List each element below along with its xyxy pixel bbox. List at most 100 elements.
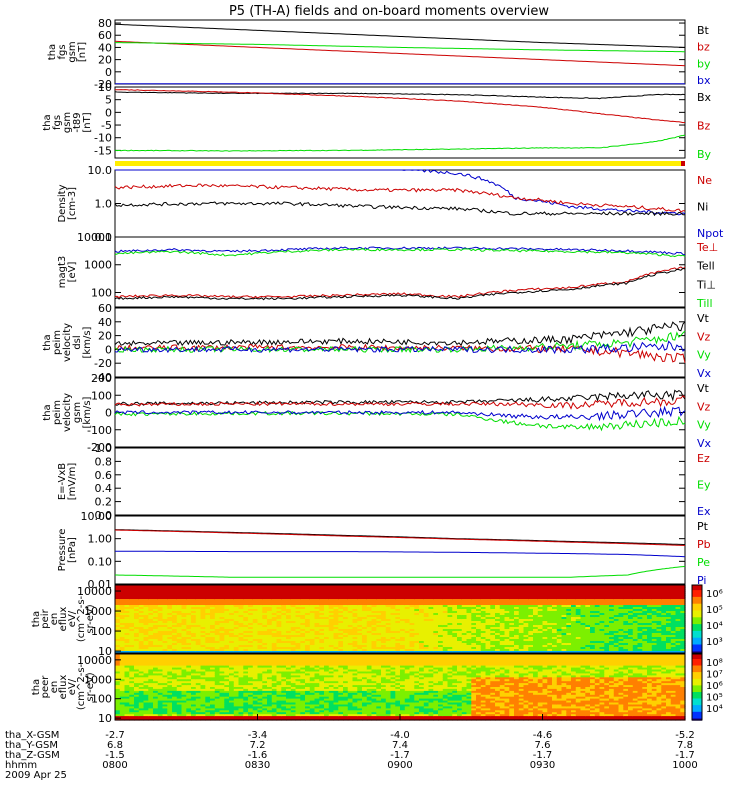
- spectrogram-cell: [115, 651, 121, 654]
- spectrogram-cell: [466, 603, 472, 606]
- spectrogram-cell: [618, 643, 624, 646]
- spectrogram-cell: [176, 651, 183, 654]
- spectrogram-cell: [357, 633, 363, 636]
- spectrogram-cell: [400, 619, 406, 622]
- spectrogram-cell: [124, 585, 130, 588]
- spectrogram-cell: [580, 647, 586, 650]
- spectrogram-cell: [371, 623, 377, 626]
- spectrogram-cell: [518, 627, 525, 630]
- figure-title: P5 (TH-A) fields and on-board moments ov…: [229, 4, 549, 19]
- spectrogram-cell: [390, 605, 396, 608]
- spectrogram-cell: [347, 609, 354, 612]
- spectrogram-cell: [262, 651, 268, 654]
- spectrogram-cell: [504, 609, 510, 612]
- y-tick-label: 1.0: [95, 442, 113, 455]
- spectrogram-cell: [324, 615, 330, 618]
- spectrogram-cell: [438, 625, 444, 628]
- spectrogram-cell: [542, 611, 548, 614]
- spectrogram-cell: [381, 601, 387, 604]
- spectrogram-cell: [571, 649, 577, 652]
- spectrogram-cell: [495, 651, 501, 654]
- spectrogram-cell: [381, 621, 387, 624]
- spectrogram-cell: [590, 625, 596, 628]
- spectrogram-cell: [585, 591, 591, 594]
- spectrogram-cell: [528, 651, 534, 654]
- spectrogram-cell: [314, 639, 320, 642]
- spectrogram-cell: [599, 591, 605, 594]
- spectrogram-cell: [134, 635, 140, 638]
- spectrogram-cell: [172, 617, 178, 620]
- spectrogram-cell: [214, 641, 221, 644]
- spectrogram-cell: [195, 601, 202, 604]
- spectrogram-cell: [409, 641, 415, 644]
- spectrogram-cell: [210, 643, 216, 646]
- spectrogram-cell: [390, 603, 396, 606]
- spectrogram-cell: [575, 637, 582, 640]
- spectrogram-cell: [609, 587, 615, 590]
- spectrogram-cell: [523, 625, 529, 628]
- spectrogram-cell: [613, 633, 620, 636]
- spectrogram-cell: [442, 625, 449, 628]
- spectrogram-cell: [509, 619, 515, 622]
- spectrogram-cell: [233, 595, 240, 598]
- series-line: [115, 42, 685, 53]
- spectrogram-cell: [148, 617, 154, 620]
- spectrogram-cell: [200, 627, 206, 630]
- spectrogram-cell: [219, 589, 225, 592]
- spectrogram-cell: [556, 613, 563, 616]
- spectrogram-cell: [309, 619, 316, 622]
- spectrogram-cell: [238, 589, 244, 592]
- spectrogram-cell: [262, 595, 268, 598]
- spectrogram-cell: [343, 601, 349, 604]
- spectrogram-cell: [357, 635, 363, 638]
- spectrogram-cell: [476, 597, 482, 600]
- spectrogram-cell: [238, 629, 244, 632]
- spectrogram-cell: [214, 609, 221, 612]
- spectrogram-cell: [599, 619, 605, 622]
- spectrogram-cell: [499, 613, 506, 616]
- spectrogram-cell: [423, 649, 430, 652]
- spectrogram-cell: [181, 591, 187, 594]
- spectrogram-cell: [423, 601, 430, 604]
- spectrogram-cell: [309, 645, 316, 648]
- spectrogram-cell: [162, 651, 168, 654]
- spectrogram-cell: [414, 633, 420, 636]
- spectrogram-cell: [157, 599, 164, 602]
- spectrogram-cell: [210, 617, 216, 620]
- spectrogram-cell: [609, 647, 615, 650]
- spectrogram-cell: [376, 643, 382, 646]
- spectrogram-cell: [195, 609, 202, 612]
- spectrogram-cell: [224, 629, 230, 632]
- spectrogram-cell: [214, 611, 221, 614]
- spectrogram-cell: [452, 599, 458, 602]
- spectrogram-cell: [566, 647, 572, 650]
- spectrogram-cell: [143, 593, 149, 596]
- spectrogram-cell: [309, 627, 316, 630]
- spectrogram-cell: [338, 613, 344, 616]
- spectrogram-cell: [561, 623, 567, 626]
- spectrogram-cell: [338, 615, 344, 618]
- spectrogram-cell: [362, 597, 368, 600]
- spectrogram-cell: [333, 589, 339, 592]
- spectrogram-cell: [134, 585, 140, 588]
- spectrogram-cell: [523, 599, 529, 602]
- spectrogram-cell: [376, 591, 382, 594]
- spectrogram-cell: [248, 647, 254, 650]
- spectrogram-cell: [124, 651, 130, 654]
- spectrogram-cell: [609, 629, 615, 632]
- spectrogram-cell: [518, 591, 525, 594]
- spectrogram-cell: [362, 643, 368, 646]
- spectrogram-cell: [400, 585, 406, 588]
- spectrogram-cell: [395, 617, 401, 620]
- spectrogram-cell: [442, 613, 449, 616]
- spectrogram-cell: [148, 637, 154, 640]
- spectrogram-cell: [609, 591, 615, 594]
- spectrogram-cell: [134, 605, 140, 608]
- spectrogram-cell: [115, 639, 121, 642]
- spectrogram-cell: [181, 607, 187, 610]
- spectrogram-cell: [138, 599, 145, 602]
- spectrogram-cell: [276, 629, 282, 632]
- spectrogram-cell: [580, 627, 586, 630]
- spectrogram-cell: [281, 595, 287, 598]
- spectrogram-cell: [499, 647, 506, 650]
